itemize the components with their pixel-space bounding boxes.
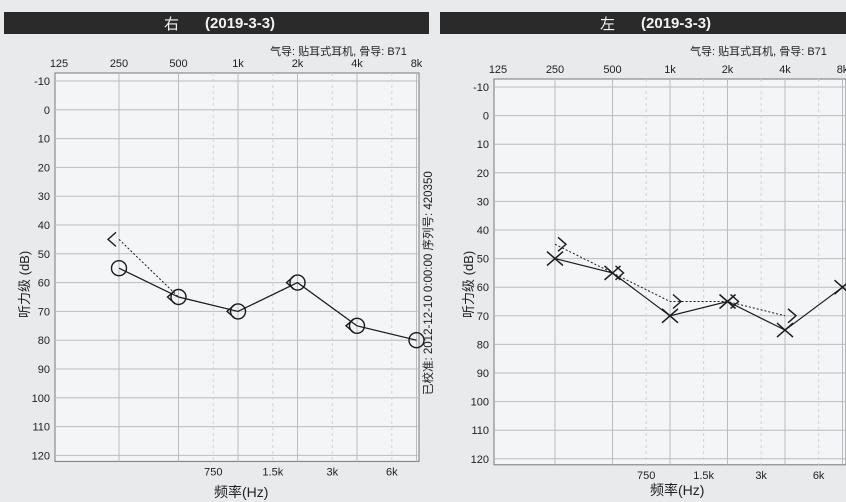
left-y-tick-label: 120	[471, 454, 489, 466]
left-x-tick-bottom: 3k	[755, 470, 767, 482]
left-y-tick-label: 60	[477, 282, 489, 294]
left-x-tick-top: 500	[603, 64, 621, 76]
left-x-tick-top: 125	[489, 64, 507, 76]
left-y-tick-label: 10	[477, 139, 489, 151]
left-y-tick-label: 70	[477, 311, 489, 323]
right-x-axis-label: 频率(Hz)	[214, 482, 268, 502]
left-y-tick-label: 20	[477, 168, 489, 180]
left-x-tick-top: 2k	[722, 64, 734, 76]
left-x-tick-top: 250	[546, 64, 564, 76]
left-x-tick-top: 1k	[664, 64, 676, 76]
left-plot: -10 0 10 20 30 40 50 60 70 80 90 100 110 120 125 250 500…	[471, 64, 846, 482]
left-y-tick-label: 90	[477, 368, 489, 380]
left-x-tick-top: 4k	[779, 64, 791, 76]
left-x-tick-bottom: 6k	[813, 470, 825, 482]
right-y-axis-label: 听力级 (dB)	[14, 251, 33, 318]
calibration-note: 已校准: 2012-12-10 0:00:00 序列号: 420350	[420, 171, 436, 395]
left-x-axis-label: 频率(Hz)	[650, 480, 704, 500]
left-y-tick-label: 0	[483, 111, 489, 123]
left-y-tick-label: 110	[471, 425, 489, 437]
left-y-tick-label: 100	[471, 397, 489, 409]
left-y-tick-label: 80	[477, 339, 489, 351]
left-y-tick-label: 40	[477, 225, 489, 237]
left-y-tick-label: 50	[477, 254, 489, 266]
left-y-tick-label: -10	[473, 82, 489, 94]
left-y-tick-label: 30	[477, 196, 489, 208]
left-y-axis-label: 听力级 (dB)	[458, 251, 477, 318]
left-x-tick-top: 8k	[837, 64, 846, 76]
